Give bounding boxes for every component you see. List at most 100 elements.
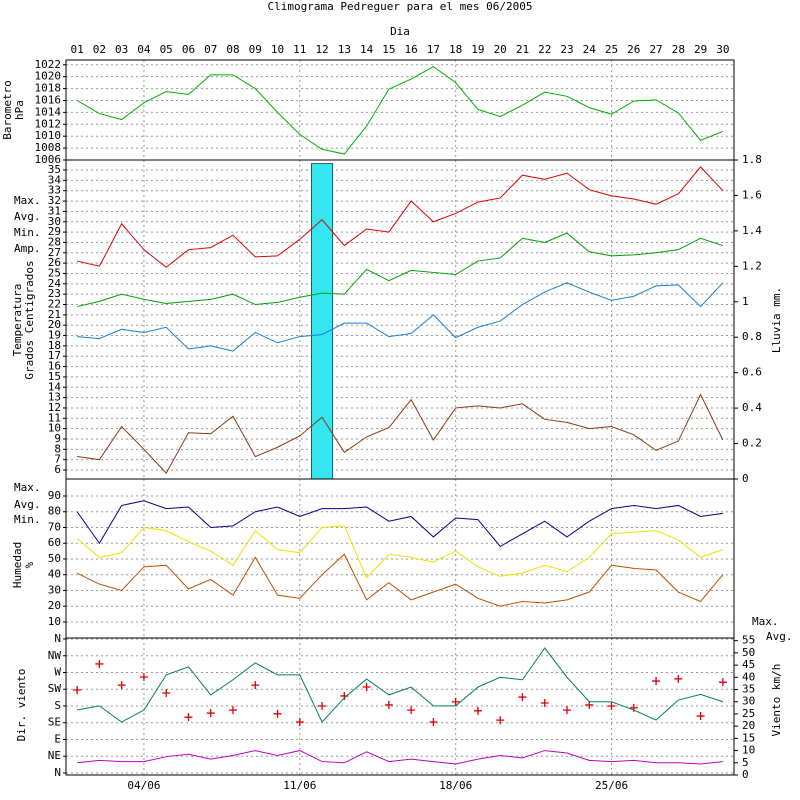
y2-tick-label: 20 (742, 719, 755, 732)
y-tick-label: 20 (48, 599, 61, 612)
x-tick-label: 23 (560, 43, 573, 56)
rain-bar (311, 163, 334, 480)
y-tick-label: 23 (48, 287, 61, 300)
x-tick-label: 24 (583, 43, 597, 56)
y2-tick-label: 0.2 (742, 437, 762, 450)
y-tick-label: 30 (48, 215, 61, 228)
x-tick-label: 21 (516, 43, 529, 56)
panel-frame (65, 159, 735, 480)
x-tick-label: 20 (494, 43, 507, 56)
y-tick-label: NE (48, 749, 61, 762)
y-tick-label: 90 (48, 489, 61, 502)
direction-marker (184, 713, 193, 722)
direction-marker (696, 712, 705, 721)
legend-label: Min. (14, 226, 41, 239)
y-tick-label: 7 (54, 453, 61, 466)
series-line (76, 65, 724, 155)
y2-tick-label: 1.4 (742, 224, 762, 237)
y-tick-label: W (54, 666, 61, 679)
direction-marker (674, 674, 683, 683)
y2-tick-label: 35 (742, 683, 755, 696)
y-tick-label: 10 (48, 422, 61, 435)
y-tick-label: 16 (48, 360, 61, 373)
y2-tick-label: 10 (742, 744, 755, 757)
y-tick-label: 13 (48, 391, 61, 404)
y-tick-label: 27 (48, 246, 61, 259)
x-tick-label: 10 (271, 43, 284, 56)
direction-marker (95, 659, 104, 668)
direction-marker (451, 697, 460, 706)
x-tick-label: 16 (405, 43, 418, 56)
y-tick-label: 1020 (35, 70, 62, 83)
y2-tick-label: 50 (742, 646, 755, 659)
x-tick-label: 26 (627, 43, 640, 56)
x-tick-label: 27 (649, 43, 662, 56)
y-tick-label: 34 (48, 173, 62, 186)
y2-tick-label: 0 (742, 472, 749, 485)
legend-label: Min. (14, 513, 41, 526)
y-tick-label: 1006 (35, 153, 62, 166)
y-tick-label: 50 (48, 552, 61, 565)
x-tick-label: 15 (382, 43, 395, 56)
x-tick-label: 22 (538, 43, 551, 56)
y2-tick-label: 0.8 (742, 330, 762, 343)
x-axis-label: Dia (390, 25, 410, 38)
y2-tick-label: 1.6 (742, 188, 762, 201)
series-line (76, 553, 724, 607)
y-tick-label: 18 (48, 339, 61, 352)
series-line (77, 166, 724, 268)
y-tick-label: SW (48, 682, 62, 695)
y-tick-label: 10 (48, 615, 61, 628)
y-axis-label: Dir. viento (15, 669, 28, 742)
y2-tick-label: 45 (742, 658, 755, 671)
y-tick-label: 14 (48, 380, 62, 393)
y-tick-label: 1012 (35, 117, 62, 130)
y2-tick-label: 40 (742, 670, 755, 683)
x-tick-label: 14 (360, 43, 374, 56)
direction-marker (139, 672, 148, 681)
x-tick-label: 18 (449, 43, 462, 56)
y-tick-label: 32 (48, 194, 61, 207)
legend-label: Amp. (14, 242, 41, 255)
x-tick-label: 08 (226, 43, 239, 56)
y2-tick-label: 1 (742, 295, 749, 308)
direction-marker (273, 709, 282, 718)
y-tick-label: 1008 (35, 141, 62, 154)
y-tick-label: 21 (48, 308, 61, 321)
x-tick-label: 29 (694, 43, 707, 56)
y-tick-label: 70 (48, 520, 61, 533)
x-tick-label: 04/06 (127, 779, 160, 792)
y-axis-label: Grados Centigrados (23, 260, 36, 379)
y-tick-label: 26 (48, 256, 61, 269)
y-tick-label: 35 (48, 163, 61, 176)
y-tick-label: 9 (54, 432, 61, 445)
y-tick-label: 22 (48, 298, 61, 311)
y-tick-label: S (54, 699, 61, 712)
series-line (77, 647, 724, 723)
legend-label: Avg. (14, 498, 41, 511)
direction-marker (229, 706, 237, 715)
y2-tick-label: 15 (742, 731, 755, 744)
y-tick-label: 1010 (35, 129, 62, 142)
y-axis-label: Humedad (11, 542, 24, 588)
y-tick-label: 1014 (35, 105, 62, 118)
direction-marker (429, 718, 438, 727)
y-tick-label: NW (48, 649, 62, 662)
x-tick-label: 01 (71, 43, 84, 56)
y-axis-label: hPa (13, 100, 26, 120)
direction-marker (518, 693, 527, 702)
y-tick-label: 25 (48, 266, 61, 279)
y-tick-label: 1018 (35, 82, 62, 95)
y2-tick-label: 0.6 (742, 366, 762, 379)
x-tick-label: 19 (471, 43, 484, 56)
y-tick-label: 33 (48, 184, 61, 197)
y-tick-label: 15 (48, 370, 61, 383)
y-tick-label: 40 (48, 568, 61, 581)
x-tick-label: 05 (160, 43, 173, 56)
direction-marker (251, 681, 260, 690)
x-tick-label: 17 (427, 43, 440, 56)
y2-tick-label: 55 (742, 634, 755, 647)
chart-title: Climograma Pedreguer para el mes 06/2005 (268, 0, 533, 13)
y2-tick-label: 25 (742, 707, 755, 720)
y-tick-label: N (54, 632, 61, 645)
